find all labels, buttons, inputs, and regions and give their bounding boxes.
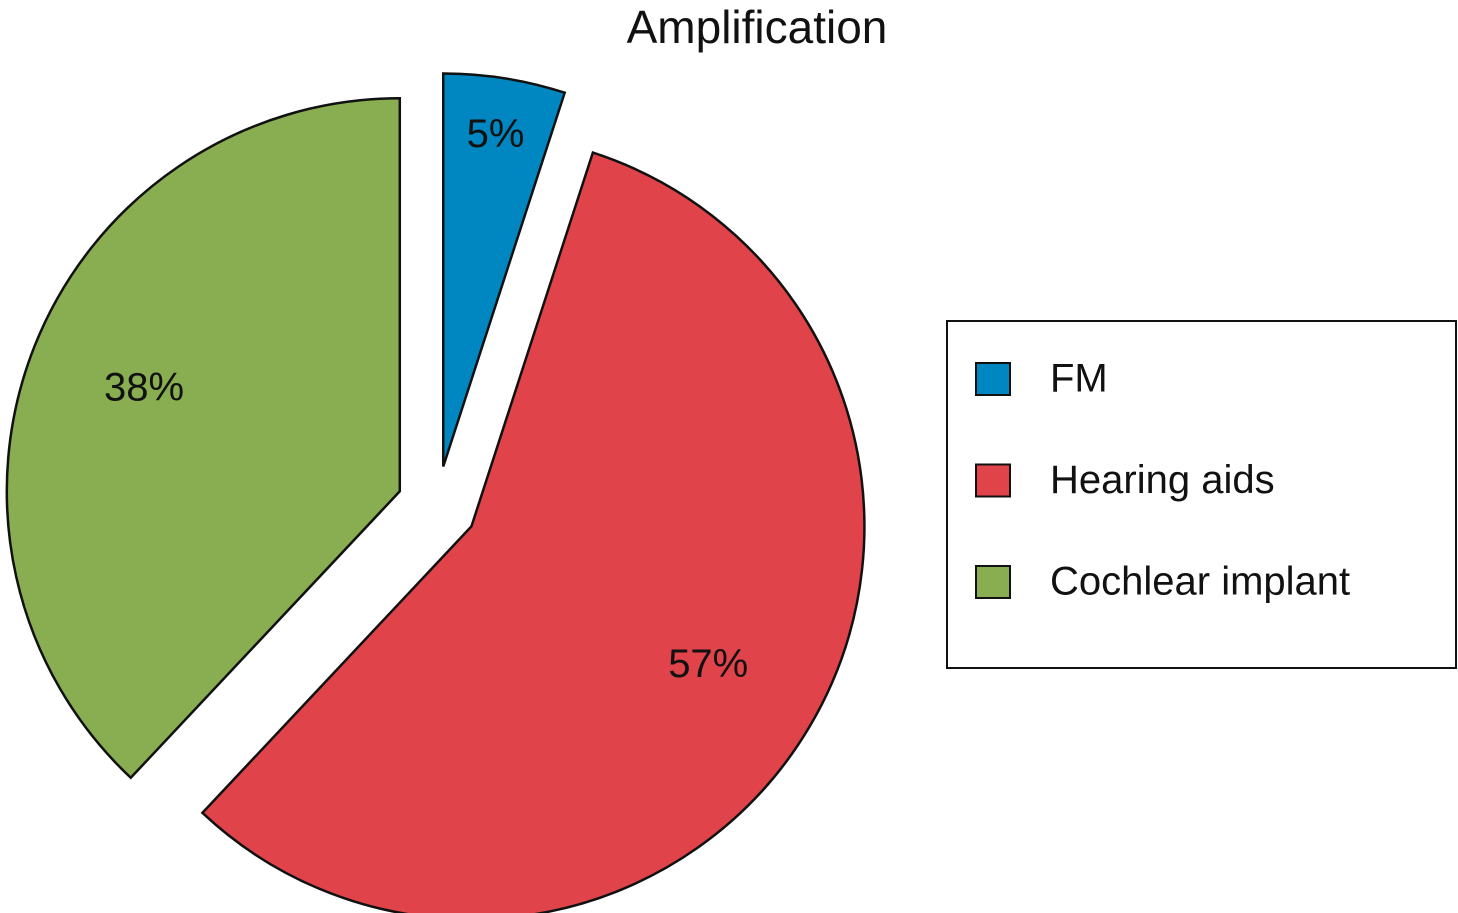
legend-label: Cochlear implant bbox=[1050, 560, 1350, 604]
legend-label: Hearing aids bbox=[1050, 458, 1275, 502]
slice-label: 5% bbox=[467, 112, 525, 156]
legend-swatch bbox=[975, 362, 1011, 396]
pie-slice bbox=[200, 151, 866, 913]
pie-slice bbox=[442, 72, 567, 467]
slice-label: 57% bbox=[668, 642, 748, 686]
legend-label: FM bbox=[1050, 357, 1108, 401]
legend-swatch bbox=[975, 463, 1011, 498]
legend-swatch bbox=[975, 565, 1011, 599]
legend-box bbox=[946, 320, 1457, 669]
pie-slice bbox=[5, 97, 402, 780]
slice-label: 38% bbox=[104, 366, 184, 410]
chart-title: Amplification bbox=[627, 1, 888, 53]
